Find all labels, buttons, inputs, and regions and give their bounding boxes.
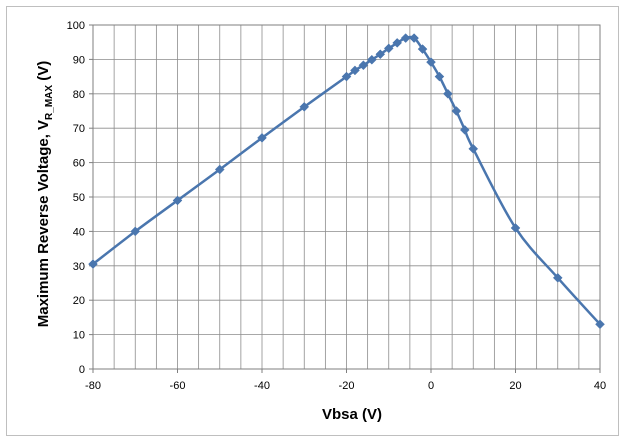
x-tick-label: 40 [594, 380, 606, 392]
data-point-marker [400, 33, 411, 43]
data-series [88, 33, 605, 330]
x-tick-label: 0 [428, 380, 434, 392]
data-point-marker [443, 88, 453, 99]
y-tick-label: 80 [73, 89, 85, 101]
y-tick-label: 0 [79, 364, 85, 376]
chart-frame [6, 6, 619, 436]
data-point-marker [383, 43, 394, 54]
x-tick-label: 20 [509, 380, 521, 392]
y-axis-label-main: Maximum Reverse Voltage, V [35, 120, 52, 327]
y-axis-label: Maximum Reverse Voltage, VR_MAX (V) [35, 61, 55, 328]
y-tick-label: 90 [73, 54, 85, 66]
data-point-marker [468, 143, 479, 154]
x-tick-label: -60 [170, 380, 186, 392]
data-point-marker [88, 259, 98, 269]
data-point-marker [257, 132, 267, 143]
data-point-marker [366, 54, 377, 65]
y-axis-label-subscript: R_MAX [44, 85, 55, 120]
data-point-marker [172, 195, 183, 206]
x-tick-label: -80 [85, 380, 101, 392]
data-point-marker [595, 319, 605, 330]
data-point-marker [417, 44, 428, 54]
y-tick-label: 60 [73, 158, 85, 170]
data-point-marker [375, 49, 386, 60]
y-tick-label: 10 [73, 330, 85, 342]
data-point-marker [459, 125, 470, 135]
data-point-marker [409, 33, 419, 43]
y-axis-label-suffix: (V) [35, 61, 52, 85]
data-point-marker [341, 71, 352, 82]
data-point-marker [426, 57, 436, 68]
tick-labels: 0 10 20 30 40 50 60 70 80 90 100 -80 -60 -40 -20 0 20 40 [67, 20, 606, 392]
x-tick-label: -40 [254, 380, 270, 392]
data-point-marker [299, 102, 310, 112]
data-point-marker [434, 71, 445, 82]
x-tick-label: -20 [339, 380, 355, 392]
y-tick-label: 50 [73, 192, 85, 204]
data-point-marker [451, 106, 462, 116]
data-point-marker [392, 38, 403, 48]
data-point-marker [350, 65, 360, 76]
data-point-marker [130, 226, 141, 237]
data-point-marker [510, 223, 521, 233]
y-tick-label: 100 [67, 20, 85, 32]
data-point-marker [214, 164, 225, 175]
y-tick-label: 70 [73, 123, 85, 135]
data-point-marker [358, 60, 369, 71]
axes [89, 24, 601, 373]
y-tick-label: 20 [73, 295, 85, 307]
x-axis-label: Vbsa (V) [322, 406, 382, 423]
y-tick-label: 40 [73, 226, 85, 238]
y-tick-label: 30 [73, 261, 85, 273]
data-point-marker [552, 272, 563, 283]
